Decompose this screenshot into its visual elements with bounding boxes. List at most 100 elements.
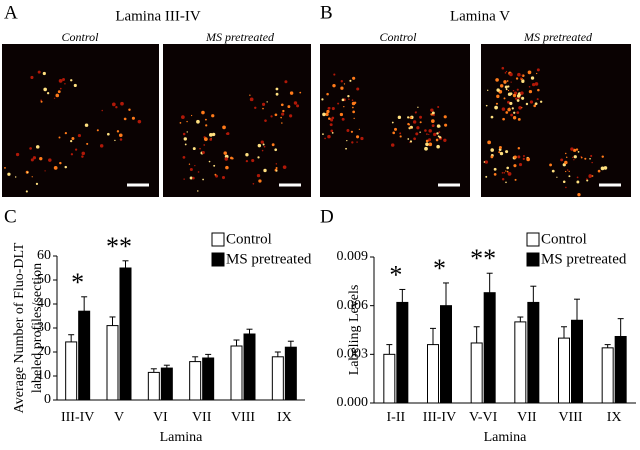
signal-dot: [585, 178, 588, 181]
signal-dot: [512, 93, 517, 98]
micrograph: [320, 44, 470, 197]
legend-swatch: [211, 252, 225, 267]
signal-dot: [416, 126, 420, 130]
signal-dot: [231, 157, 234, 160]
signal-dot: [341, 117, 345, 121]
signal-dot: [490, 115, 494, 119]
signal-dot: [32, 156, 37, 160]
signal-dot: [507, 172, 512, 176]
signal-dot: [356, 87, 360, 91]
signal-dot: [261, 102, 266, 106]
signal-dot: [409, 141, 411, 144]
signal-dot: [493, 173, 497, 176]
signal-dot: [526, 157, 531, 162]
signal-dot: [183, 178, 185, 180]
y-tick-label: 30: [37, 320, 51, 335]
signal-dot: [339, 112, 344, 117]
x-axis-label: Lamina: [484, 430, 528, 445]
signal-dot: [522, 79, 525, 82]
signal-dot: [487, 89, 489, 91]
signal-dot: [39, 156, 43, 161]
bar: [470, 342, 483, 404]
signal-dot: [254, 106, 257, 109]
x-axis-label: Lamina: [160, 430, 204, 445]
signal-dot: [428, 129, 432, 133]
signal-dot: [332, 83, 336, 88]
signal-dot: [356, 135, 360, 139]
signal-dot: [328, 117, 331, 120]
bar: [119, 267, 132, 401]
signal-dot: [281, 122, 283, 124]
signal-dot: [516, 99, 520, 102]
signal-dot: [498, 148, 502, 152]
signal-dot: [431, 124, 435, 128]
signal-dot: [322, 112, 326, 117]
signal-dot: [58, 136, 61, 139]
x-tick-label: III-IV: [423, 410, 456, 425]
signal-dot: [521, 74, 523, 76]
signal-dot: [322, 133, 324, 136]
signal-dot: [568, 170, 570, 172]
signal-dot: [341, 98, 345, 102]
signal-dot: [257, 143, 262, 148]
signal-dot: [271, 143, 275, 147]
signal-dot: [58, 78, 63, 83]
y-tick-label: 20: [37, 344, 51, 359]
signal-dot: [407, 122, 410, 126]
bar: [614, 335, 627, 404]
signal-dot: [573, 155, 577, 159]
signal-dot: [199, 147, 201, 150]
signal-dot: [399, 135, 402, 138]
signal-dot: [507, 85, 510, 88]
signal-dot: [530, 76, 535, 80]
x-tick-label: IX: [607, 410, 622, 425]
signal-dot: [44, 170, 46, 172]
signal-dot: [580, 156, 583, 159]
signal-dot: [443, 138, 447, 142]
signal-dot: [443, 115, 447, 119]
signal-dot: [352, 76, 356, 80]
signal-dot: [419, 121, 422, 124]
legend-swatch: [211, 232, 225, 247]
signal-dot: [358, 128, 360, 130]
signal-dot: [64, 165, 68, 169]
signal-dot: [40, 99, 42, 102]
legend-label: Control: [541, 231, 587, 247]
signal-dot: [510, 113, 514, 117]
signal-dot: [409, 140, 413, 143]
signal-dot: [324, 137, 326, 140]
bar: [571, 319, 583, 404]
legend-swatch: [526, 232, 540, 247]
signal-dot: [356, 141, 358, 143]
signal-dot: [287, 105, 291, 109]
signal-dot: [343, 83, 346, 85]
image-label: Control: [380, 30, 418, 44]
signal-dot: [534, 82, 539, 86]
signal-dot: [424, 146, 428, 151]
signal-dot: [591, 161, 593, 164]
signal-dot: [528, 90, 533, 94]
signal-dot: [551, 169, 555, 173]
signal-dot: [437, 105, 440, 109]
signal-dot: [501, 171, 504, 174]
signal-dot: [197, 171, 200, 173]
signal-dot: [26, 171, 29, 174]
signal-dot: [204, 118, 207, 121]
signal-dot: [214, 173, 217, 176]
signal-dot: [500, 84, 504, 88]
signal-dot: [504, 72, 507, 74]
signal-dot: [436, 124, 441, 128]
signal-dot: [556, 176, 558, 178]
signal-dot: [326, 109, 330, 114]
signal-dot: [115, 106, 118, 109]
signal-dot: [74, 148, 78, 151]
signal-dot: [71, 136, 75, 140]
signal-dot: [251, 158, 255, 163]
significance: *: [389, 260, 402, 289]
signal-dot: [505, 150, 509, 154]
signal-dot: [507, 89, 510, 92]
y-tick-label: 40: [37, 296, 51, 311]
signal-dot: [116, 130, 120, 133]
signal-dot: [577, 150, 580, 153]
